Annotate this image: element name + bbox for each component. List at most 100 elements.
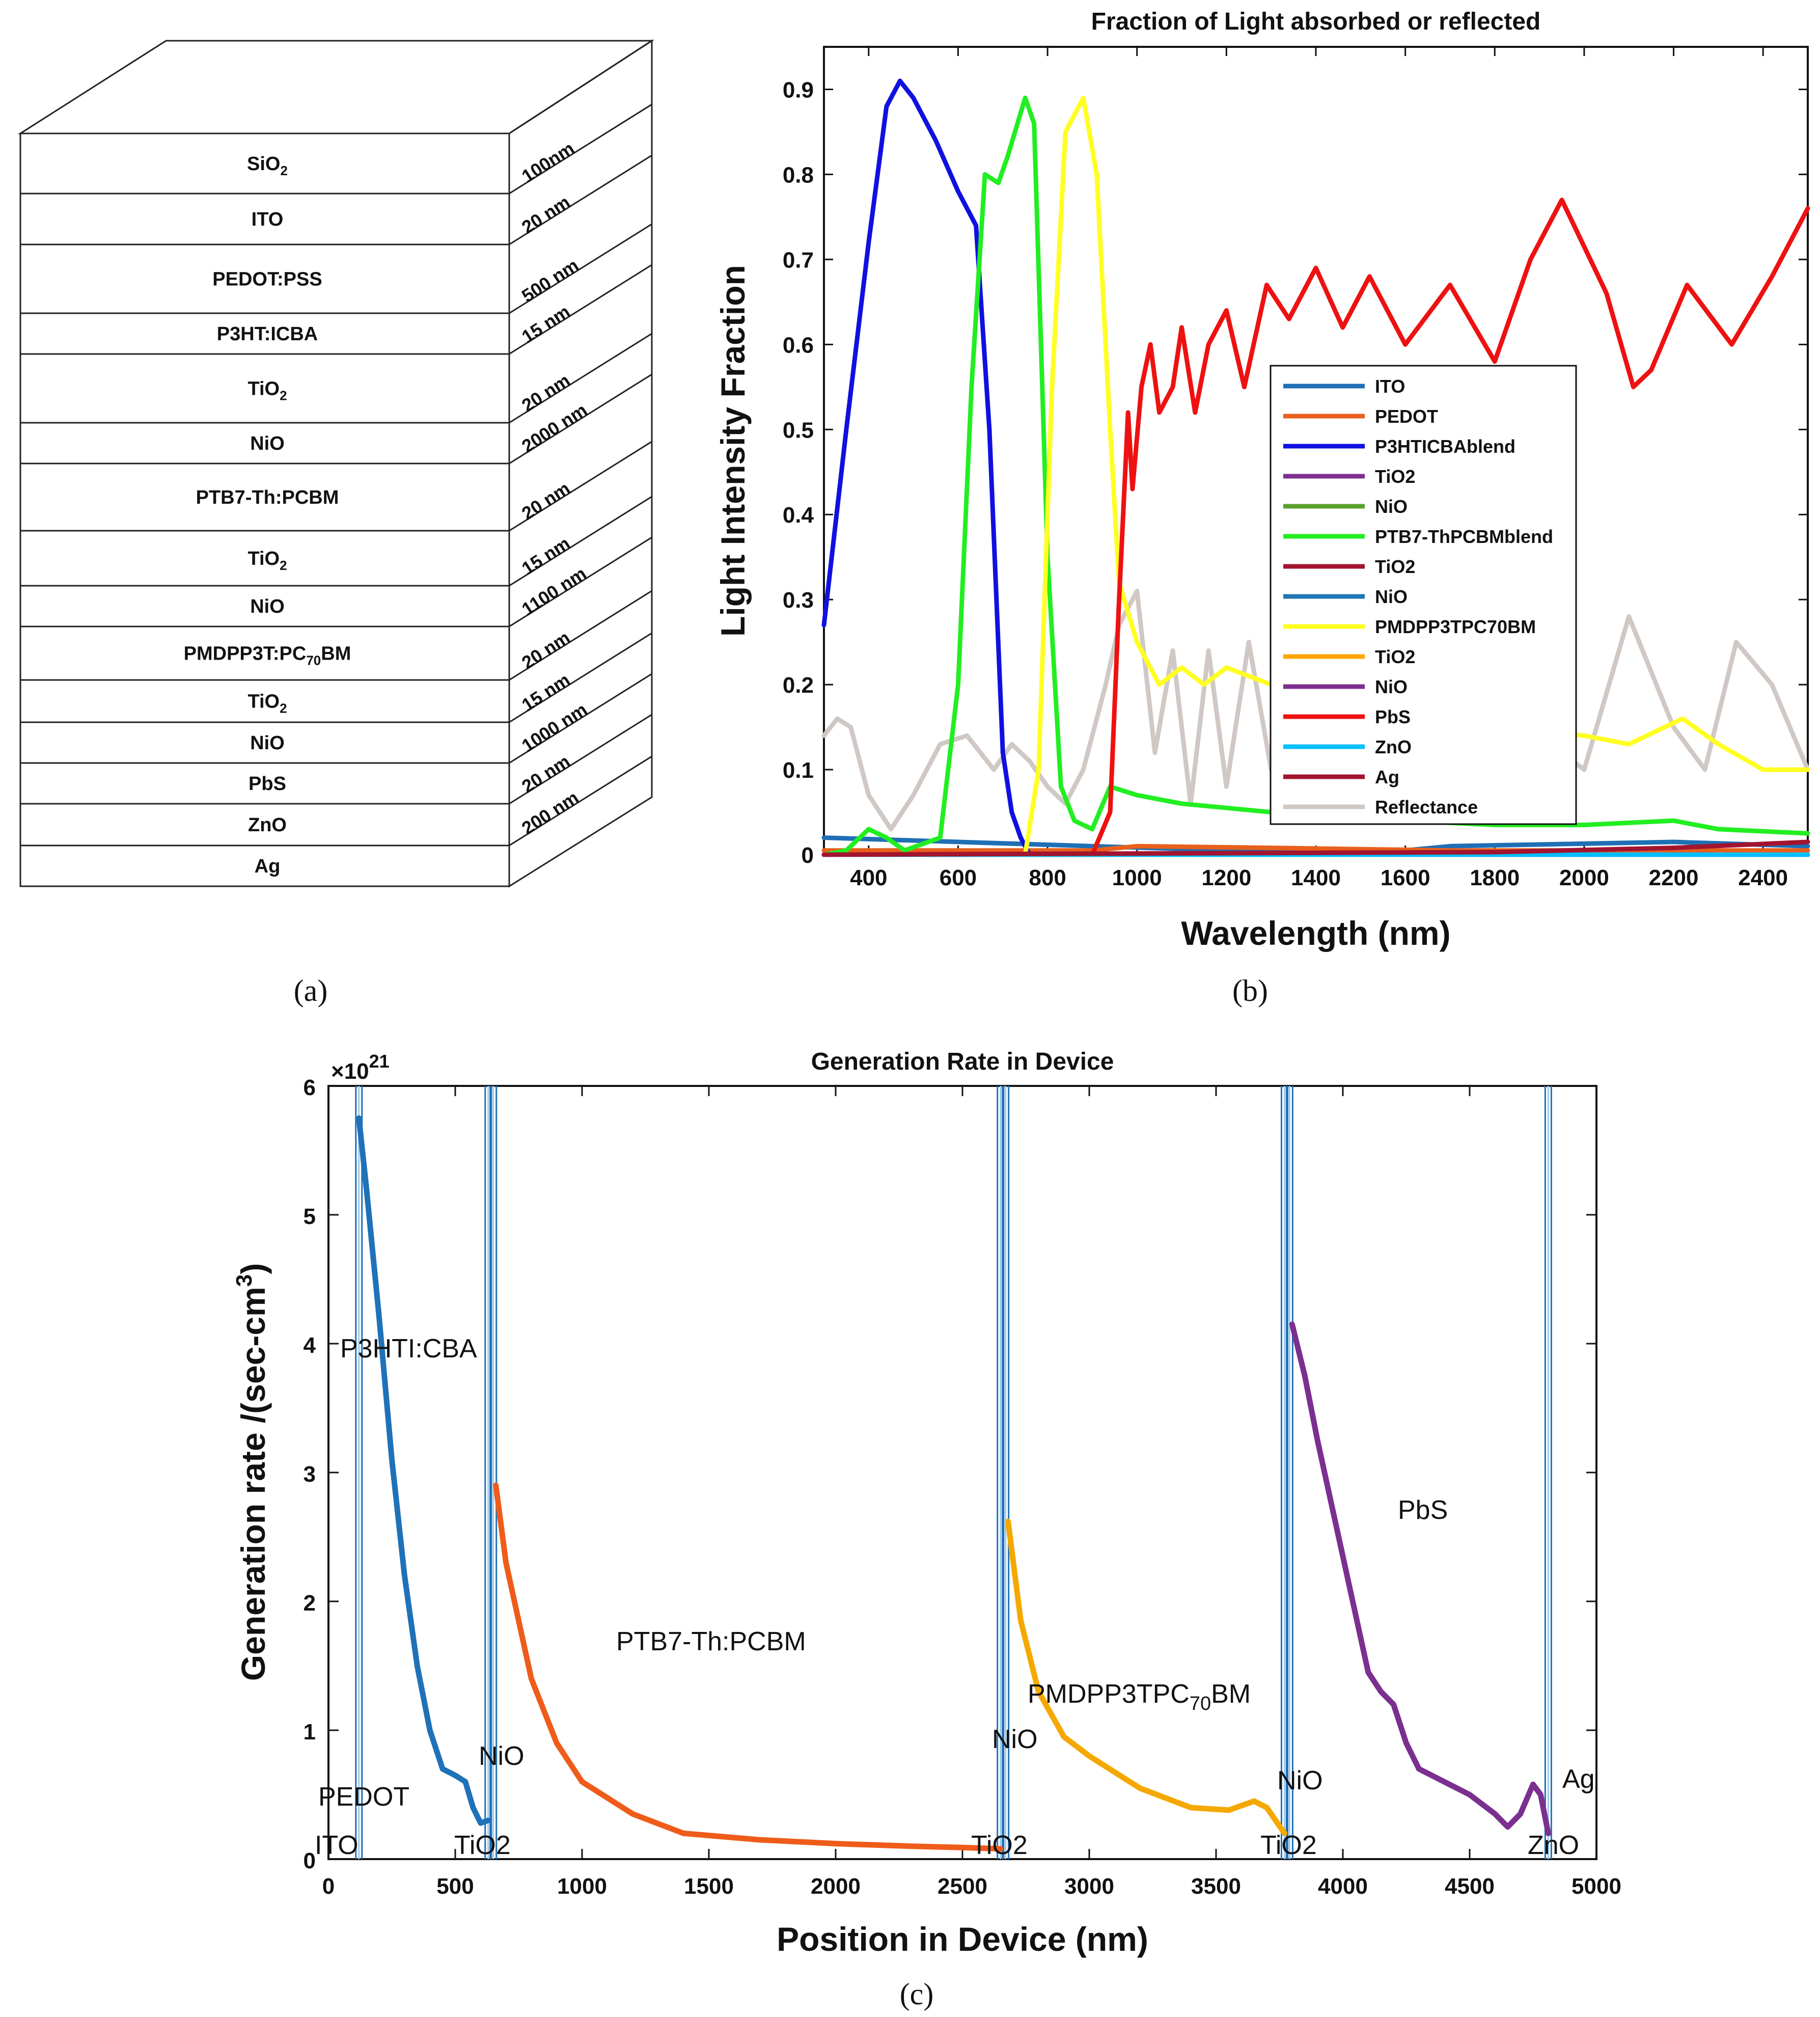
series-line (821, 198, 1810, 857)
legend-label: TiO2 (1375, 646, 1415, 667)
absorption-axis-ticks: 400 600 800 1000 1200 1400 1600 1800 2000 2200 240… (783, 47, 1808, 890)
absorption-x-axis-label: Wavelength (nm) (1181, 914, 1450, 952)
layer-boundary-side (509, 264, 652, 355)
absorption-chart-title: Fraction of Light absorbed or reflected (1091, 8, 1541, 35)
stack-layer-label: NiO (250, 433, 285, 454)
y-tick-label: 6 (304, 1075, 316, 1100)
legend-label: ZnO (1375, 737, 1412, 757)
absorption-chart: Fraction of Light absorbed or reflected … (714, 8, 1810, 952)
legend-label: PEDOT (1375, 406, 1438, 427)
stack-layer-label: NiO (250, 732, 285, 754)
layer-annotation: TiO2 (454, 1831, 511, 1860)
absorption-legend: ITO PEDOT P3HTICBAblend TiO2 NiO PTB7-ThPCBMb… (1270, 365, 1577, 825)
legend-label: Ag (1375, 767, 1399, 787)
stack-layer-label: NiO (250, 596, 285, 617)
panel-a-label: (a) (294, 974, 328, 1007)
x-tick-label: 1600 (1381, 865, 1430, 890)
x-tick-label: 2400 (1738, 865, 1788, 890)
stack-front-face (19, 132, 510, 887)
series-line (821, 839, 1810, 857)
layer-annotation: P3HTI:CBA (340, 1334, 477, 1364)
layer-annotation: NiO (1277, 1766, 1323, 1795)
legend-label: TiO2 (1375, 466, 1415, 487)
thickness-label: 100nm (518, 138, 578, 187)
generation-series-line (1289, 1321, 1551, 1836)
x-tick-label: 1400 (1291, 865, 1341, 890)
x-tick-label: 3500 (1191, 1874, 1241, 1899)
y-tick-label: 0.7 (783, 248, 814, 272)
legend-label: PMDPP3TPC70BM (1375, 616, 1536, 637)
thickness-label: 500 nm (518, 255, 582, 307)
stack-layer-label: TiO2 (247, 378, 287, 403)
y-tick-label: 2 (304, 1591, 316, 1616)
layer-boundary-side (509, 673, 652, 764)
y-tick-label: 0.6 (783, 333, 814, 358)
x-tick-label: 0 (322, 1874, 335, 1899)
layer-boundary-side (509, 223, 652, 314)
layer-boundary-side (509, 632, 652, 723)
stack-layer-label: TiO2 (247, 548, 287, 573)
y-tick-label: 0.4 (783, 503, 814, 528)
generation-plot-area (327, 1085, 1597, 1860)
series-line (821, 589, 1810, 832)
layer-boundary-side (509, 536, 652, 628)
stack-layer-label: TiO2 (247, 691, 287, 716)
y-tick-label: 0.9 (783, 77, 814, 102)
thickness-label: 20 nm (518, 192, 574, 238)
legend-label: PTB7-ThPCBMblend (1375, 526, 1553, 547)
y-tick-label: 0 (304, 1848, 316, 1873)
x-tick-label: 400 (850, 865, 887, 890)
stack-layer-label: ZnO (248, 814, 287, 836)
x-tick-label: 2500 (937, 1874, 987, 1899)
x-tick-label: 1000 (1112, 865, 1162, 890)
layer-boundary-side (509, 496, 652, 587)
y-tick-label: 1 (304, 1720, 316, 1745)
absorption-y-axis-label: Light Intensity Fraction (714, 265, 752, 637)
series-line (821, 95, 1810, 857)
y-multiplier: ×1021 (331, 1051, 390, 1084)
thickness-label: 15 nm (518, 301, 574, 347)
x-tick-label: 1000 (557, 1874, 607, 1899)
x-tick-label: 500 (436, 1874, 474, 1899)
x-tick-label: 3000 (1064, 1874, 1114, 1899)
y-tick-label: 0.8 (783, 162, 814, 187)
generation-x-axis-label: Position in Device (nm) (777, 1920, 1148, 1958)
layer-annotation: TiO2 (971, 1831, 1028, 1860)
layer-boundary-lines (355, 1086, 1552, 1859)
layer-annotation: NiO (479, 1741, 525, 1771)
layer-boundary-side (509, 590, 652, 681)
layer-boundary-side (509, 154, 652, 246)
legend-label: NiO (1375, 496, 1408, 517)
stack-top-face (17, 40, 655, 134)
thickness-label: 20 nm (518, 478, 574, 524)
layer-annotation: NiO (992, 1725, 1038, 1754)
y-tick-label: 0.5 (783, 418, 814, 443)
x-tick-label: 1800 (1470, 865, 1520, 890)
generation-axis-ticks: 0 500 1000 1500 2000 2500 3000 3500 4000 4500 5000… (304, 1075, 1621, 1899)
x-tick-label: 4000 (1318, 1874, 1368, 1899)
y-tick-label: 5 (304, 1204, 316, 1229)
layer-stack-diagram: SiO2 ITO PEDOT:PSS P3HT:ICBA TiO2 NiO PTB7-Th:… (17, 39, 655, 888)
x-tick-label: 4500 (1445, 1874, 1495, 1899)
legend-label: NiO (1375, 676, 1408, 697)
layer-boundary-side (509, 714, 652, 805)
generation-y-axis-label: Generation rate /(sec-cm3) (232, 1263, 272, 1681)
legend-label: TiO2 (1375, 556, 1415, 577)
legend-label: NiO (1375, 586, 1408, 607)
stack-layer-label: ITO (252, 209, 284, 230)
layer-boundary-side (509, 441, 652, 532)
legend-label: ITO (1375, 376, 1405, 397)
layer-boundary-side (509, 755, 652, 847)
stack-layer-label: P3HT:ICBA (217, 323, 318, 345)
thickness-label: 20 nm (518, 627, 574, 673)
panel-c-label: (c) (900, 1977, 934, 2011)
x-tick-label: 800 (1029, 865, 1066, 890)
stack-layer-label: PbS (249, 773, 286, 795)
generation-chart-title: Generation Rate in Device (811, 1048, 1114, 1075)
legend-label: PbS (1375, 706, 1411, 727)
y-tick-label: 0 (802, 843, 814, 868)
generation-series (356, 1115, 1551, 1852)
layer-annotation: PTB7-Th:PCBM (616, 1627, 806, 1656)
